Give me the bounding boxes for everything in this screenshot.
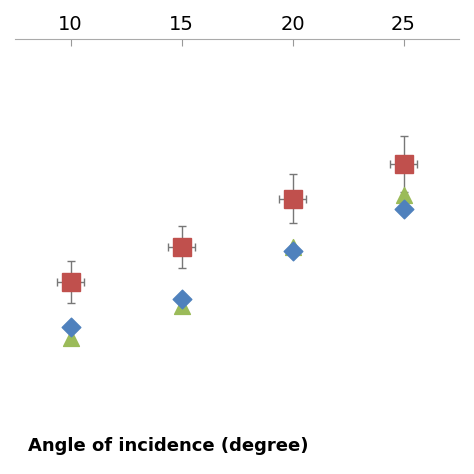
Text: Angle of incidence (degree): Angle of incidence (degree) — [28, 437, 309, 455]
Point — [178, 296, 185, 303]
Point — [289, 247, 296, 255]
Point — [400, 205, 407, 213]
Point — [400, 191, 407, 199]
Point — [67, 334, 74, 341]
Point — [178, 302, 185, 310]
Point — [289, 244, 296, 251]
Point — [67, 323, 74, 331]
